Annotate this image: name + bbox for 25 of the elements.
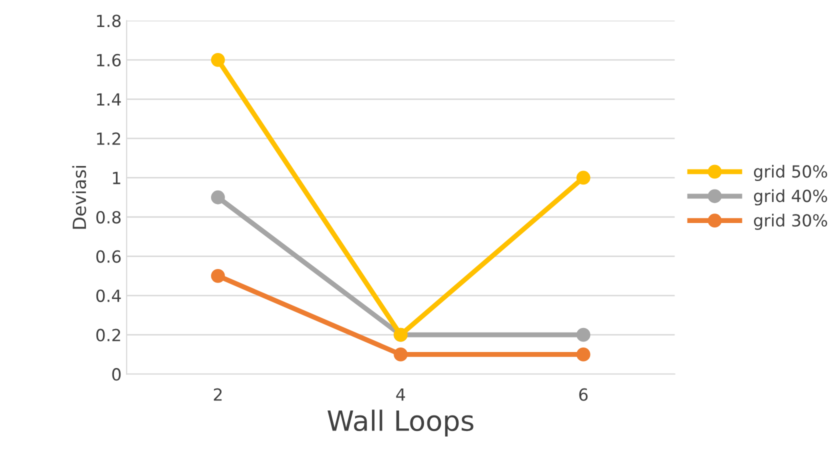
y-tick-label: 1.8	[97, 14, 121, 28]
x-tick-label: 6	[579, 388, 588, 401]
point	[211, 190, 225, 204]
x-axis-title: Wall Loops	[328, 410, 474, 437]
point	[576, 328, 590, 342]
y-tick-label: 1	[112, 172, 120, 184]
y-tick-label: 0	[112, 368, 121, 381]
point	[394, 348, 408, 362]
y-tick-label: 1.2	[97, 132, 120, 145]
point	[211, 268, 225, 283]
y-tick-label: 0.2	[96, 328, 120, 342]
legend-label: grid 50%	[754, 164, 828, 181]
x-tick-label: 2	[214, 388, 222, 401]
y-axis-title: Deviasi	[72, 166, 86, 229]
y-tick-label: 1.6	[97, 54, 121, 66]
legend-label: grid 30%	[754, 214, 828, 230]
point	[576, 348, 590, 362]
y-tick-label: 1.4	[97, 93, 121, 106]
y-tick-label: 0.6	[96, 250, 121, 263]
y-tick-label: 0.4	[96, 290, 121, 302]
point	[576, 170, 590, 185]
legend-label: grid 40%	[754, 189, 828, 206]
point	[211, 52, 225, 67]
y-tick-label: 0.8	[96, 210, 121, 224]
x-tick-label: 4	[396, 388, 406, 401]
